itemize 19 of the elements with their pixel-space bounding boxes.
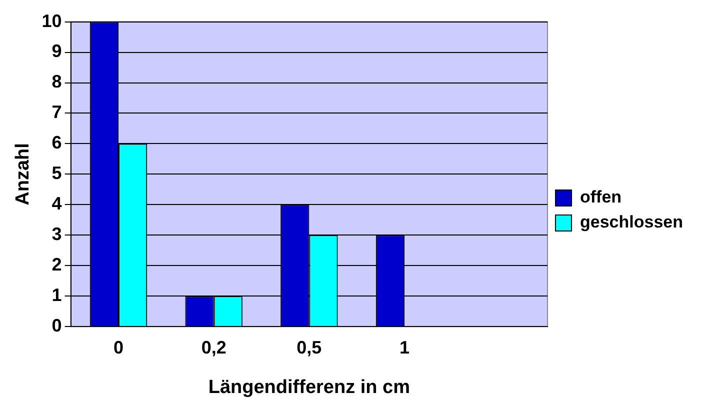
y-tick-label: 8 bbox=[52, 72, 62, 92]
y-tick-label: 9 bbox=[52, 41, 62, 62]
x-tick-label: 0,2 bbox=[201, 337, 226, 358]
y-tick-label: 7 bbox=[52, 102, 62, 122]
y-tick-label: 2 bbox=[52, 254, 62, 275]
legend-label: offen bbox=[580, 188, 622, 207]
x-tick-label: 0 bbox=[113, 337, 124, 358]
x-tick-label: 0,5 bbox=[296, 337, 322, 358]
y-tick-label: 0 bbox=[52, 316, 62, 336]
y-tick-label: 4 bbox=[52, 194, 62, 214]
y-tick-label: 5 bbox=[52, 163, 62, 184]
y-tick-label: 10 bbox=[42, 10, 62, 31]
y-tick-label: 1 bbox=[52, 285, 62, 306]
x-axis-title: Längendifferenz in cm bbox=[208, 376, 410, 398]
y-axis-title: Anzahl bbox=[12, 143, 34, 206]
legend-label: geschlossen bbox=[580, 212, 684, 232]
x-tick-label: 1 bbox=[399, 337, 410, 358]
y-tick-label: 3 bbox=[52, 224, 62, 244]
y-tick-label: 6 bbox=[52, 132, 62, 153]
